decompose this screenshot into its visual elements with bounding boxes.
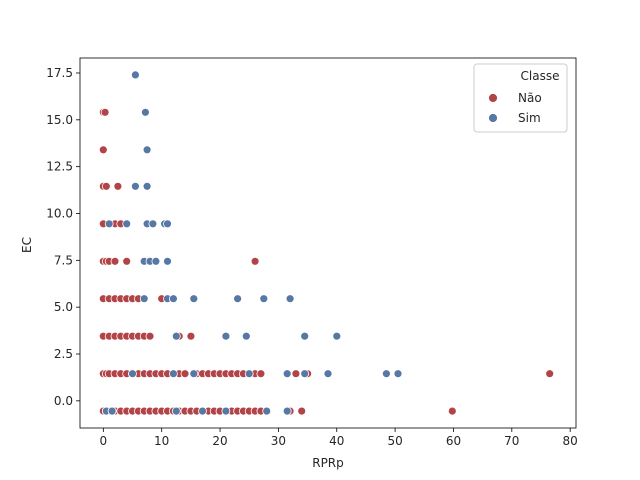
legend-label-nao: Não xyxy=(518,91,542,105)
point-nao-69 xyxy=(186,331,196,341)
point-nao-89 xyxy=(113,181,123,191)
point-sim-23 xyxy=(168,294,178,304)
legend-frame xyxy=(473,63,568,133)
point-sim-7 xyxy=(128,369,137,379)
point-sim-25 xyxy=(233,294,243,304)
point-sim-14 xyxy=(381,369,391,379)
point-sim-37 xyxy=(163,219,172,229)
point-nao-90 xyxy=(98,145,108,155)
point-sim-40 xyxy=(142,145,152,155)
point-sim-41 xyxy=(140,107,150,117)
legend-title: Classe xyxy=(521,69,560,83)
point-sim-15 xyxy=(393,369,403,379)
point-nao-55 xyxy=(256,369,266,379)
point-nao-82 xyxy=(122,256,132,266)
point-sim-39 xyxy=(142,181,152,191)
point-sim-9 xyxy=(189,369,199,379)
legend: Classe Não Sim xyxy=(473,63,568,133)
point-nao-92 xyxy=(100,107,110,117)
points-layer xyxy=(98,70,555,416)
point-sim-26 xyxy=(259,294,269,304)
point-nao-28 xyxy=(297,406,307,416)
point-sim-27 xyxy=(285,294,295,304)
point-sim-19 xyxy=(300,331,310,341)
x-tick-label: 80 xyxy=(563,434,578,448)
y-tick-label: 5.0 xyxy=(54,300,73,314)
x-tick-label: 40 xyxy=(329,434,344,448)
y-tick-label: 7.5 xyxy=(54,253,73,267)
legend-marker-sim xyxy=(488,113,498,123)
point-sim-35 xyxy=(148,219,158,229)
point-sim-33 xyxy=(122,219,132,229)
point-sim-2 xyxy=(171,406,181,416)
x-tick-label: 30 xyxy=(271,434,286,448)
point-sim-38 xyxy=(130,181,140,191)
point-sim-3 xyxy=(198,406,207,416)
legend-label-sim: Sim xyxy=(518,111,541,125)
x-tick-label: 10 xyxy=(154,434,169,448)
y-axis-label: EC xyxy=(20,237,34,253)
point-sim-32 xyxy=(104,219,114,229)
point-nao-67 xyxy=(145,331,155,341)
point-sim-10 xyxy=(244,369,254,379)
y-tick-label: 17.5 xyxy=(46,66,73,80)
axes-layer: 0 10 20 30 40 50 60 70 80 0.0 2.5 5.0 7.5 10.0 12.5 15.… xyxy=(46,57,578,448)
point-sim-11 xyxy=(282,369,292,379)
y-tick-label: 15.0 xyxy=(46,113,73,127)
point-sim-5 xyxy=(262,406,272,416)
x-tick-label: 50 xyxy=(387,434,402,448)
x-tick-label: 20 xyxy=(212,434,227,448)
point-nao-83 xyxy=(250,256,260,266)
point-nao-81 xyxy=(110,256,120,266)
point-sim-17 xyxy=(221,331,231,341)
point-sim-4 xyxy=(221,406,231,416)
point-nao-44 xyxy=(180,369,190,379)
point-nao-56 xyxy=(291,369,301,379)
point-sim-13 xyxy=(323,369,333,379)
point-sim-8 xyxy=(168,369,178,379)
x-axis-label: RPRp xyxy=(312,456,344,470)
point-sim-31 xyxy=(163,256,172,266)
point-nao-88 xyxy=(101,181,111,191)
legend-marker-nao xyxy=(488,93,498,103)
point-sim-21 xyxy=(139,294,149,304)
point-sim-16 xyxy=(171,331,181,341)
point-sim-12 xyxy=(300,369,310,379)
point-sim-20 xyxy=(332,331,342,341)
plot-frame xyxy=(79,57,577,429)
y-tick-label: 10.0 xyxy=(46,206,73,220)
x-tick-label: 0 xyxy=(100,434,108,448)
point-sim-1 xyxy=(107,406,117,416)
y-tick-label: 2.5 xyxy=(54,347,73,361)
point-sim-6 xyxy=(282,406,292,416)
point-sim-24 xyxy=(189,294,199,304)
y-tick-label: 0.0 xyxy=(54,394,73,408)
x-tick-label: 70 xyxy=(504,434,519,448)
point-sim-18 xyxy=(241,331,251,341)
point-sim-30 xyxy=(151,256,161,266)
y-tick-label: 12.5 xyxy=(46,160,73,174)
point-nao-58 xyxy=(545,369,555,379)
point-nao-29 xyxy=(447,406,457,416)
point-sim-42 xyxy=(130,70,140,80)
x-tick-label: 60 xyxy=(446,434,461,448)
